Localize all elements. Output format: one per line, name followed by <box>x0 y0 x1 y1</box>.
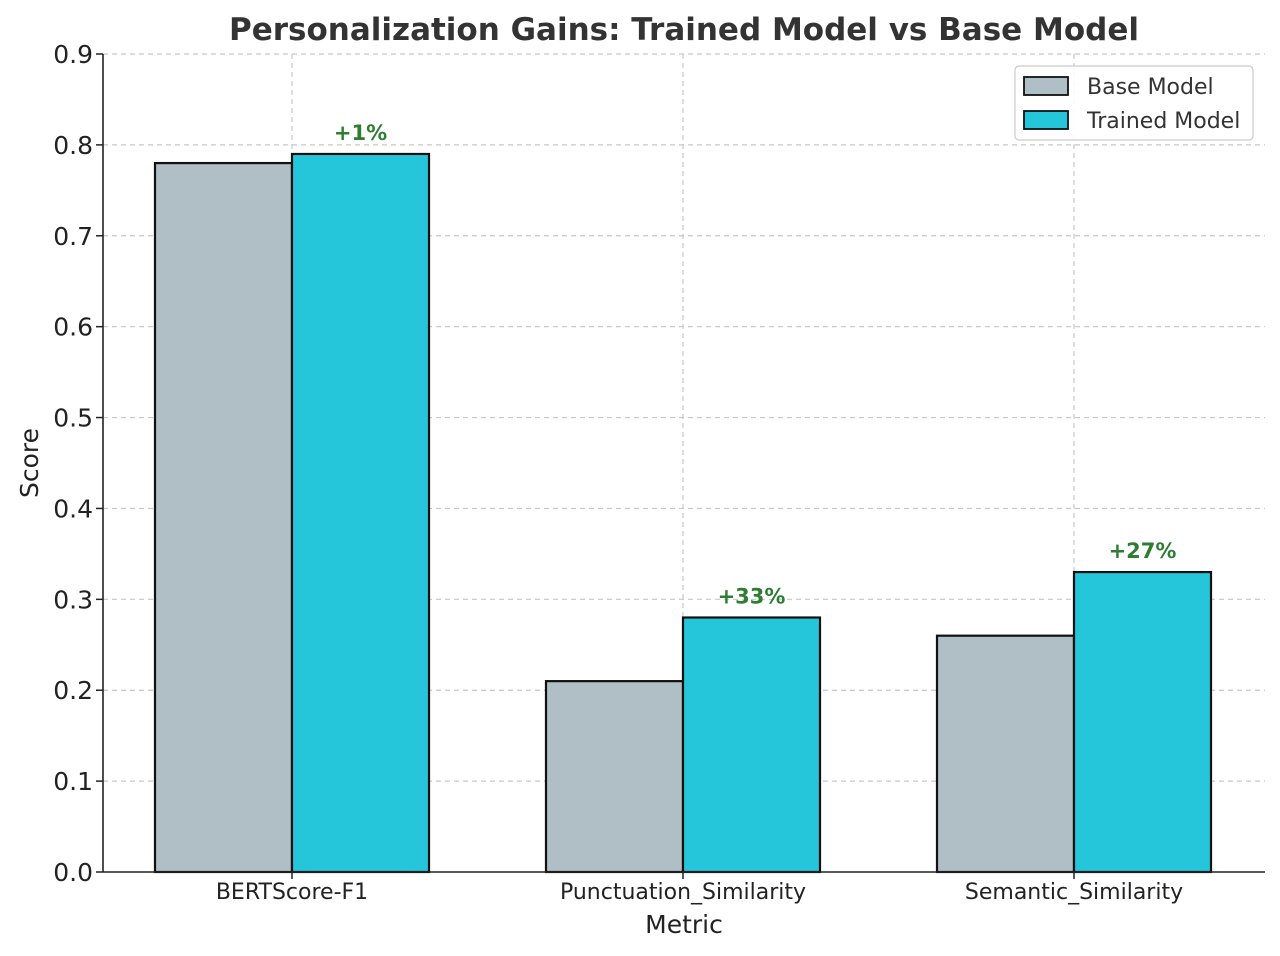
x-tick-label: Semantic_Similarity <box>965 880 1183 905</box>
bars <box>153 152 1213 874</box>
x-tick-label: Punctuation_Similarity <box>560 880 806 905</box>
bar-trained-1 <box>681 616 822 874</box>
y-tick-label: 0.8 <box>53 131 93 160</box>
legend-label-base: Base Model <box>1087 75 1214 100</box>
y-tick-label: 0.5 <box>53 404 93 433</box>
y-tick-label: 0.9 <box>53 40 93 69</box>
legend: Base Model Trained Model <box>1014 65 1254 141</box>
bar-base-0 <box>153 161 294 874</box>
legend-swatch-trained <box>1023 110 1069 130</box>
x-tick-labels: BERTScore-F1 Punctuation_Similarity Semant… <box>216 880 1183 905</box>
legend-label-trained: Trained Model <box>1086 109 1240 134</box>
gain-annotations: +1% +33% +27% <box>334 121 1177 609</box>
bar-trained-2 <box>1072 570 1213 874</box>
bar-trained-0 <box>290 152 431 874</box>
y-tick-label: 0.0 <box>53 858 93 887</box>
bar-base-1 <box>544 680 685 874</box>
bar-base-2 <box>935 634 1076 874</box>
y-tick-label: 0.3 <box>53 585 93 614</box>
y-tick-label: 0.4 <box>53 494 93 523</box>
chart-title: Personalization Gains: Trained Model vs … <box>229 12 1139 48</box>
y-axis-label: Score <box>15 428 44 498</box>
gain-annotation: +33% <box>718 585 786 609</box>
y-tick-label: 0.1 <box>53 767 93 796</box>
legend-swatch-base <box>1023 76 1069 96</box>
x-tick-label: BERTScore-F1 <box>216 880 368 905</box>
gain-annotation: +1% <box>334 121 387 145</box>
gain-annotation: +27% <box>1109 539 1177 563</box>
y-tick-label: 0.7 <box>53 222 93 251</box>
x-axis-label: Metric <box>645 910 723 939</box>
y-tick-label: 0.2 <box>53 676 93 705</box>
y-tick-labels: 0.0 0.1 0.2 0.3 0.4 0.5 0.6 0.7 0.8 0.9 <box>53 40 93 887</box>
axes <box>96 53 1265 879</box>
y-tick-label: 0.6 <box>53 313 93 342</box>
legend-box <box>1014 65 1254 141</box>
